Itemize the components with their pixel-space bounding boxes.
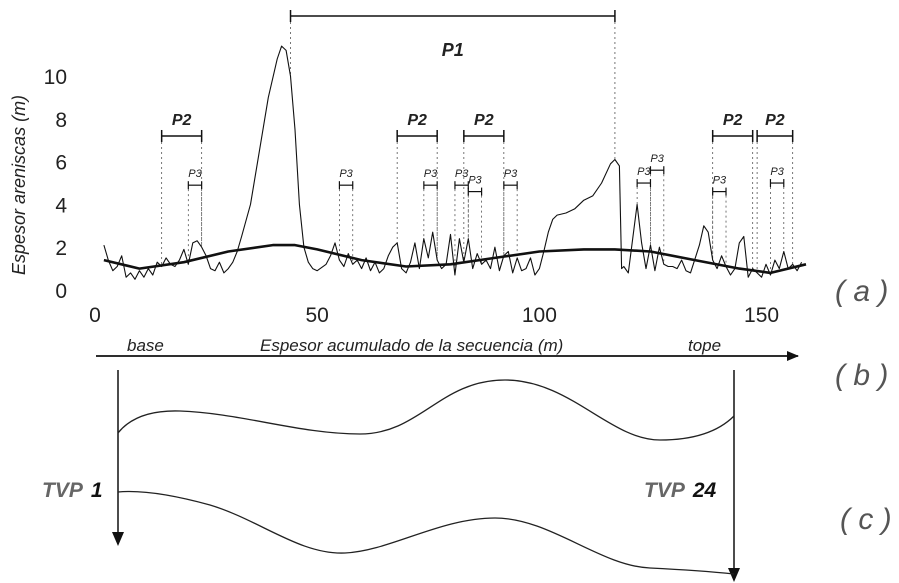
y-tick-label: 8	[55, 109, 67, 132]
bracket-label-p3: P3	[713, 175, 727, 187]
top-label: tope	[688, 336, 721, 355]
sandstone-thickness-line	[103, 45, 803, 280]
y-tick-labels: 0 2 4 6 8 10	[44, 66, 68, 303]
bracket-label-p2: P2	[474, 112, 494, 129]
tvp-left-label: TVP 1	[42, 479, 103, 502]
bracket-label-p3: P3	[504, 168, 518, 180]
bracket-label-p2: P2	[723, 112, 743, 129]
bracket-label-p3: P3	[770, 166, 784, 178]
bracket-label-p3: P3	[188, 168, 202, 180]
y-tick-label: 0	[55, 280, 67, 303]
bracket-label-p1: P1	[442, 40, 464, 60]
x-tick-label: 150	[744, 304, 779, 327]
panel-label-b: ( b )	[835, 359, 888, 392]
lower-profile-line	[117, 490, 735, 575]
y-tick-label: 10	[44, 66, 67, 89]
bracket-label-p3: P3	[455, 168, 469, 180]
x-tick-label: 50	[306, 304, 329, 327]
tvp-right-label: TVP 24	[644, 479, 717, 502]
bracket-label-p3: P3	[468, 175, 482, 187]
left-arrowhead	[112, 532, 124, 546]
y-tick-label: 6	[55, 152, 67, 175]
x-tick-labels: 0 50 100 150	[89, 304, 779, 327]
bracket-label-p2: P2	[172, 112, 192, 129]
right-arrowhead	[728, 568, 740, 582]
x-axis-label: Espesor acumulado de la secuencia (m)	[260, 336, 563, 355]
section-b: base Espesor acumulado de la secuencia (…	[96, 336, 799, 361]
x-tick-label: 100	[522, 304, 557, 327]
bracket-label-p3: P3	[637, 166, 651, 178]
bracket-label-p3: P3	[339, 168, 353, 180]
y-axis-label: Espesor areniscas (m)	[9, 95, 29, 275]
bracket-label-p2: P2	[765, 112, 785, 129]
upper-profile-line	[117, 379, 735, 441]
x-tick-label: 0	[89, 304, 101, 327]
bracket-label-p3: P3	[650, 153, 664, 165]
bracket-label-p2: P2	[407, 112, 427, 129]
panel-label-a: ( a )	[835, 275, 888, 308]
series-layer	[103, 45, 807, 280]
base-label: base	[127, 336, 164, 355]
y-tick-label: 2	[55, 237, 67, 260]
bracket-label-p3: P3	[424, 168, 438, 180]
trend-line	[103, 243, 807, 275]
panel-label-c: ( c )	[840, 503, 892, 536]
y-tick-label: 4	[55, 194, 67, 217]
section-c: TVP 1 TVP 24	[42, 370, 740, 582]
guide-lines	[161, 22, 794, 276]
